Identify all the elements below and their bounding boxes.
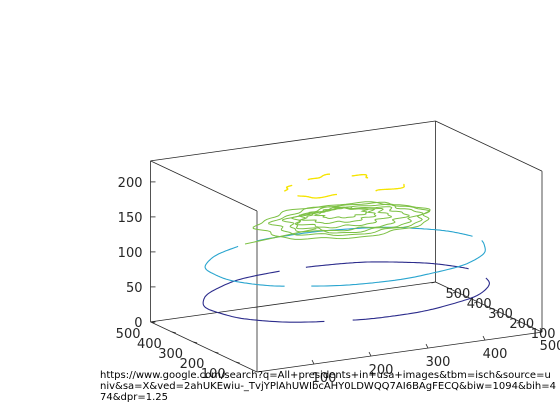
y-tick-label-left: 300 — [158, 347, 183, 362]
z-tick-label: 150 — [118, 211, 143, 226]
y-tick-label-left: 100 — [201, 367, 226, 382]
contour-level-150 — [252, 201, 431, 240]
axis-edge — [150, 120, 436, 162]
y-tick-mark — [495, 311, 500, 314]
y-tick-mark-left — [214, 351, 219, 354]
contour-level-200 — [297, 193, 337, 199]
x-tick-label: 400 — [483, 347, 508, 362]
axis-edge — [435, 281, 543, 333]
y-tick-mark — [474, 301, 479, 304]
x-tick-label: 500 — [540, 339, 560, 354]
x-tick-mark — [368, 351, 372, 357]
contour-level-50 — [202, 270, 325, 323]
z-tick-label: 50 — [126, 281, 143, 296]
y-tick-mark — [452, 291, 457, 294]
y-tick-label: 500 — [446, 287, 471, 302]
contour-level-100 — [311, 240, 486, 287]
contour-level-100 — [204, 245, 285, 287]
contour-level-200 — [351, 173, 369, 179]
y-tick-label: 400 — [467, 297, 492, 312]
axes-box — [150, 120, 543, 373]
x-tick-mark — [482, 335, 486, 341]
contour-level-200 — [375, 183, 405, 192]
contour-level-150 — [300, 206, 377, 225]
y-tick-label-left: 500 — [116, 327, 141, 342]
contour-levels — [202, 173, 490, 323]
y-tick-mark-left — [235, 361, 240, 364]
source-url-caption: https://www.google.com/search?q=All+pres… — [100, 370, 556, 403]
contour-level-200 — [307, 173, 330, 181]
z-tick-label: 200 — [118, 176, 143, 191]
contour-level-150 — [313, 206, 369, 220]
y-tick-label-left: 200 — [180, 357, 205, 372]
y-tick-mark-left — [193, 341, 198, 344]
axis-edge — [150, 160, 258, 212]
axis-edge — [150, 321, 258, 373]
axis-edge — [150, 281, 436, 323]
contour-level-150 — [268, 201, 431, 237]
x-tick-label: 100 — [312, 371, 337, 386]
y-tick-label-left: 400 — [137, 337, 162, 352]
x-tick-label: 300 — [426, 355, 451, 370]
contour-level-50 — [305, 261, 469, 270]
z-tick-label: 100 — [118, 246, 143, 261]
contour-level-150 — [281, 203, 424, 234]
y-tick-label: 300 — [488, 307, 513, 322]
contour-level-200 — [283, 184, 293, 192]
y-tick-label: 100 — [531, 327, 556, 342]
contour-level-150 — [244, 228, 317, 245]
x-tick-label: 200 — [369, 363, 394, 378]
axis-ticks: 1002003004005001002003004005001002003004… — [116, 176, 560, 386]
y-tick-mark — [516, 321, 521, 324]
x-tick-mark — [311, 359, 315, 365]
x-tick-mark — [425, 343, 429, 349]
y-tick-mark — [431, 281, 436, 284]
z-tick-label: 0 — [134, 316, 142, 331]
x-tick-mark — [539, 327, 543, 333]
contour-level-50 — [352, 277, 490, 321]
axis-edge — [435, 120, 543, 172]
y-tick-label: 200 — [509, 317, 534, 332]
y-tick-mark-left — [171, 331, 176, 334]
axis-edge — [256, 331, 543, 373]
